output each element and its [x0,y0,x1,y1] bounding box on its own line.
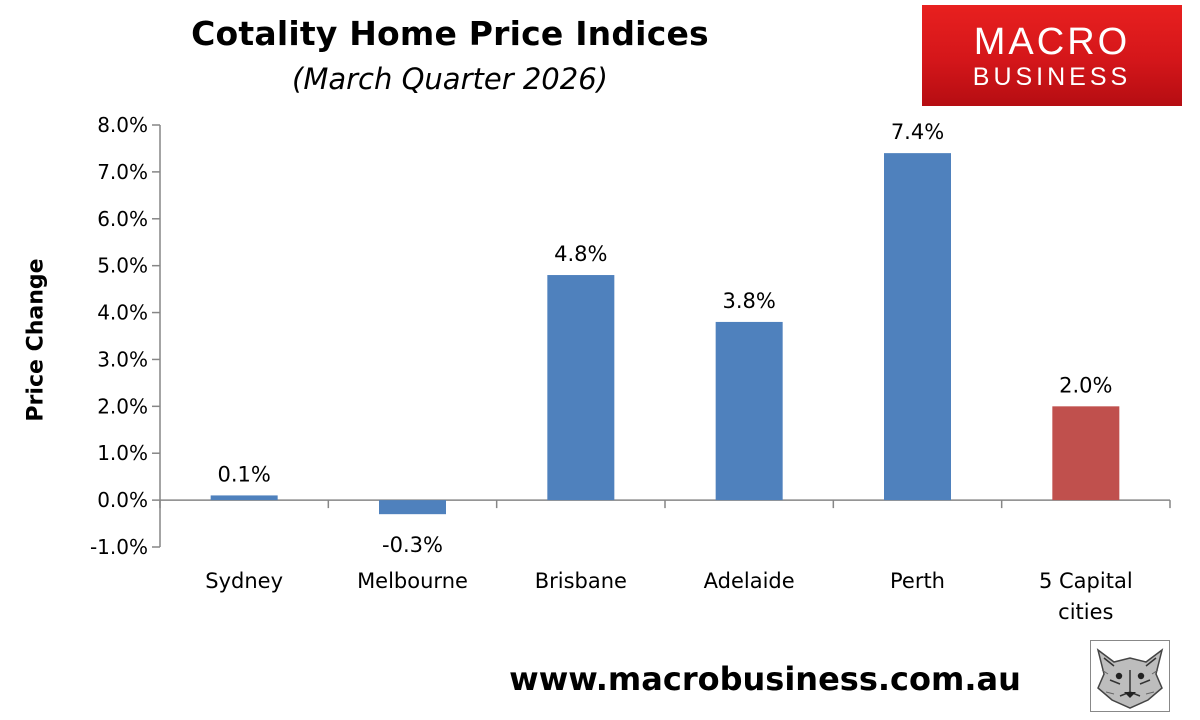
wolf-head-icon [1090,640,1170,712]
x-tick-label: Perth [890,569,945,593]
y-tick-label: 4.0% [97,301,148,325]
y-tick-label: 8.0% [97,113,148,137]
x-tick-label: Sydney [205,569,283,593]
y-tick-label: 1.0% [97,441,148,465]
bar-sydney [210,495,278,501]
y-tick-label: -1.0% [90,535,148,559]
y-tick-label: 5.0% [97,254,148,278]
y-tick-label: 0.0% [97,488,148,512]
bar-5-capital-cities [1052,406,1120,501]
y-tick-label: 2.0% [97,394,148,418]
bar-perth [884,153,951,501]
data-label: 3.8% [722,289,775,313]
data-label: 2.0% [1059,373,1112,397]
x-tick-label: Melbourne [357,569,468,593]
y-tick-label: 3.0% [97,347,148,371]
x-tick-label: cities [1058,600,1113,624]
y-tick-label: 6.0% [97,207,148,231]
data-label: 4.8% [554,242,607,266]
chart-subtitle: (March Quarter 2026) [292,62,608,96]
bar-melbourne [379,500,446,515]
logo-line-business: BUSINESS [972,63,1132,91]
bar-brisbane [547,275,615,501]
logo-line-macro: MACRO [973,21,1131,63]
data-label: -0.3% [382,533,443,557]
x-tick-label: Adelaide [704,569,795,593]
macro-business-logo: MACRO BUSINESS [922,5,1182,106]
website-url[interactable]: www.macrobusiness.com.au [509,660,1021,698]
y-tick-label: 7.0% [97,160,148,184]
x-tick-label: 5 Capital [1039,569,1133,593]
x-tick-label: Brisbane [535,569,627,593]
data-label: 0.1% [217,462,270,486]
chart-title: Cotality Home Price Indices [191,14,709,53]
data-label: 7.4% [891,120,944,144]
bar-adelaide [715,321,783,501]
